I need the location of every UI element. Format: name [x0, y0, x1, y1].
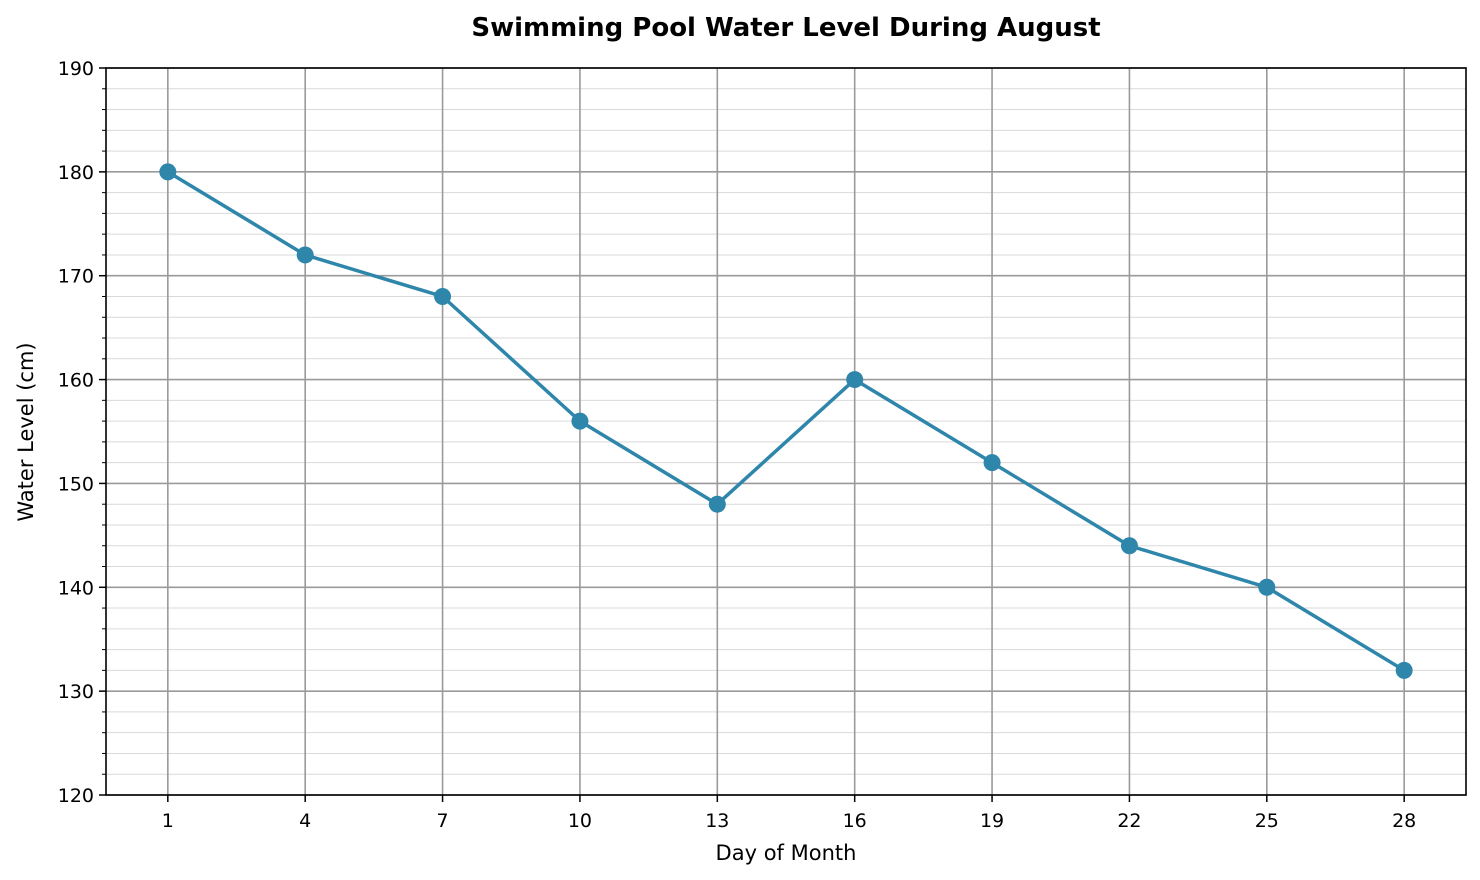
x-tick-label: 1 [162, 810, 174, 832]
x-tick-label: 22 [1117, 810, 1141, 832]
axes: 120 130 140 150 160 170 180 190 1 4 7 10 13 16 19 22 25 2… [58, 58, 1467, 832]
chart-title: Swimming Pool Water Level During August [471, 13, 1100, 43]
x-tick-label: 13 [705, 810, 729, 832]
y-tick-label: 190 [58, 58, 94, 80]
data-point [1395, 661, 1413, 679]
x-tick-label: 16 [843, 810, 867, 832]
data-point [159, 163, 177, 181]
x-tick-label: 28 [1392, 810, 1416, 832]
x-tick-label: 10 [568, 810, 592, 832]
x-tick-label: 19 [980, 810, 1004, 832]
data-point [1120, 537, 1138, 555]
data-point [983, 454, 1001, 472]
data-point [708, 495, 726, 513]
data-point [434, 287, 452, 305]
grid [106, 67, 1466, 796]
data-point [571, 412, 589, 430]
x-axis-label: Day of Month [716, 841, 857, 865]
y-tick-label: 160 [58, 370, 94, 392]
data-point [1258, 578, 1276, 596]
data-line [166, 170, 1406, 672]
data-point [296, 246, 314, 264]
x-tick-label: 4 [299, 810, 311, 832]
y-tick-label: 180 [58, 162, 94, 184]
y-tick-label: 150 [58, 473, 94, 495]
x-tick-label: 25 [1255, 810, 1279, 832]
x-tick-label: 7 [437, 810, 449, 832]
data-point [846, 371, 864, 389]
y-tick-label: 140 [58, 577, 94, 599]
plot-frame [105, 67, 1467, 796]
series-line [159, 163, 1413, 679]
y-tick-label: 130 [58, 681, 94, 703]
y-tick-label: 170 [58, 266, 94, 288]
y-tick-label: 120 [58, 785, 94, 807]
y-axis-label: Water Level (cm) [14, 342, 38, 521]
